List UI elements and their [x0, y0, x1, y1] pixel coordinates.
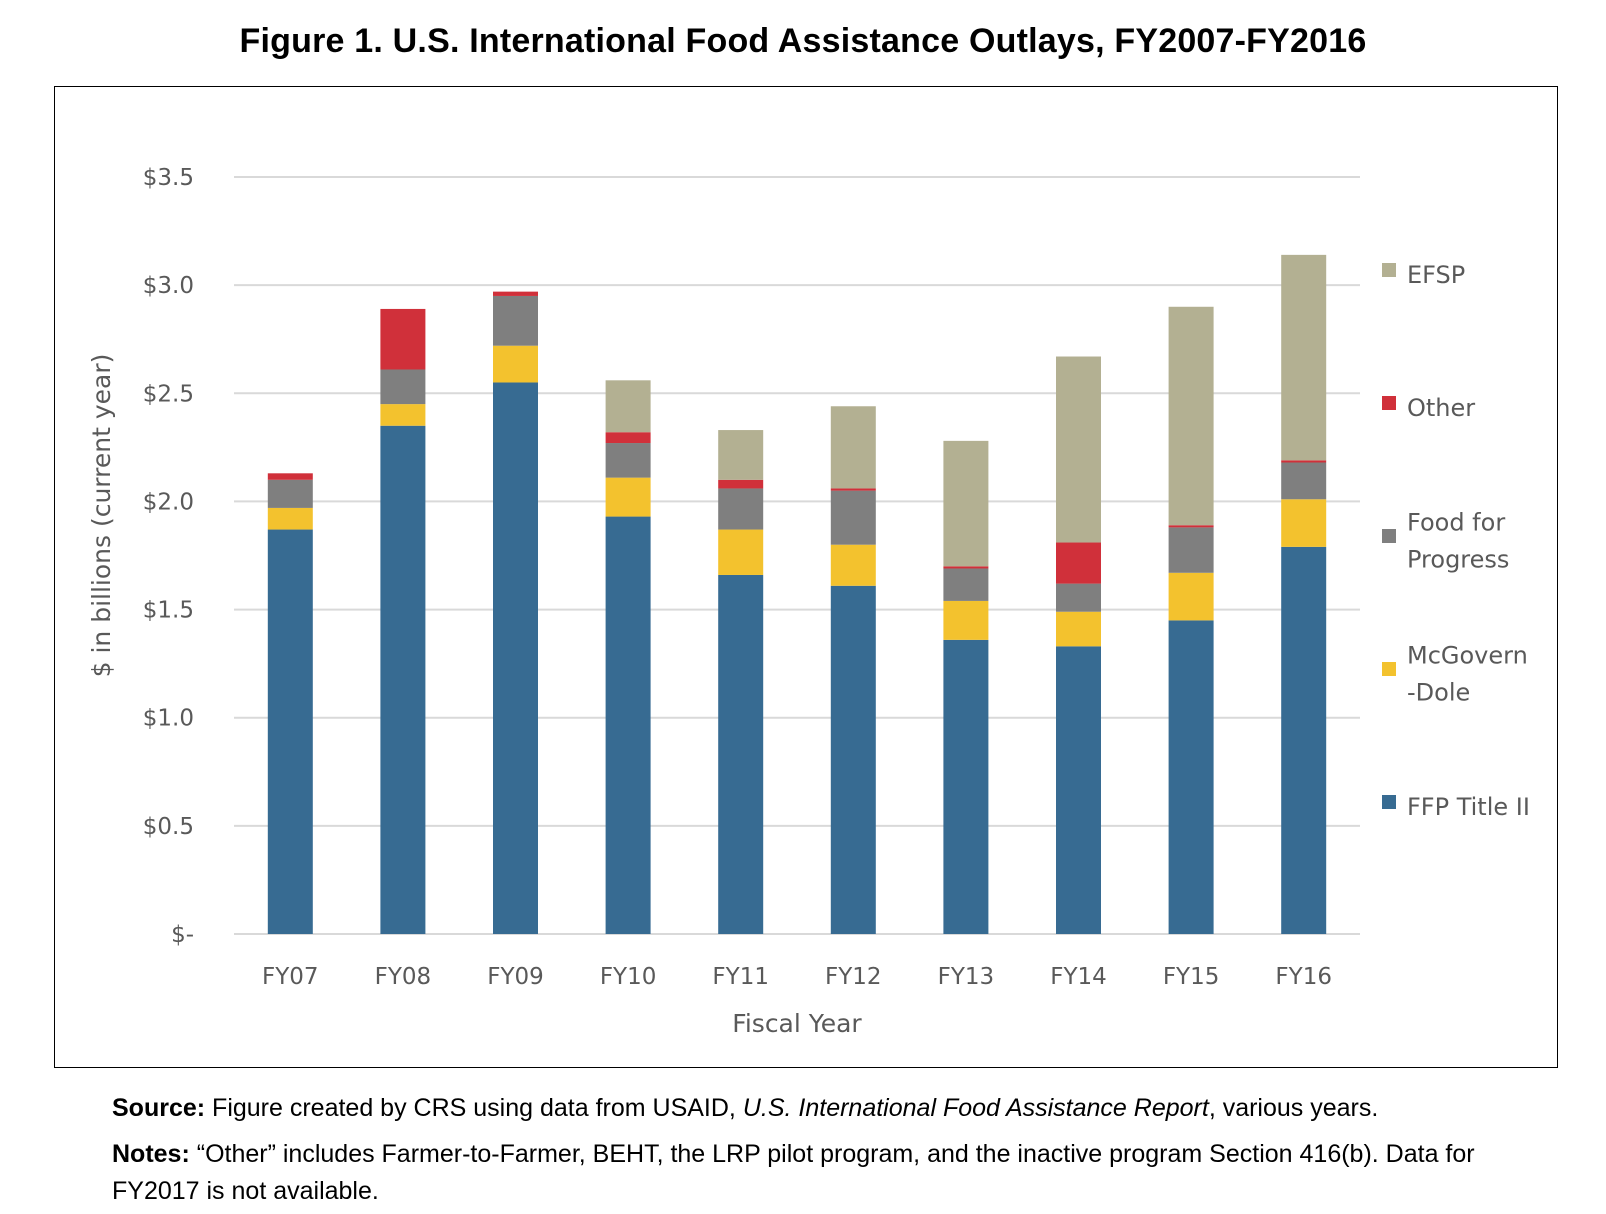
- x-tick-label: FY15: [1163, 964, 1220, 990]
- legend-swatch: [1382, 263, 1396, 277]
- y-tick-label: $2.0: [143, 489, 194, 515]
- bar-segment: [943, 566, 989, 569]
- source-note: Source: Figure created by CRS using data…: [112, 1090, 1532, 1127]
- bar-segment: [1056, 583, 1101, 612]
- x-tick-label: FY14: [1050, 964, 1107, 990]
- bar-segment: [1281, 460, 1327, 463]
- bar-segment: [605, 477, 651, 517]
- legend-label: FFP Title II: [1407, 793, 1530, 821]
- y-tick-label: $2.5: [143, 381, 194, 407]
- y-axis-title: $ in billions (current year): [87, 354, 116, 678]
- legend-swatch: [1382, 795, 1396, 809]
- bar-segment: [1168, 620, 1214, 934]
- bar-segment: [1281, 499, 1327, 547]
- x-axis-title: Fiscal Year: [732, 1009, 862, 1038]
- x-tick-label: FY12: [825, 964, 882, 990]
- source-report-title: U.S. International Food Assistance Repor…: [742, 1094, 1209, 1122]
- bar-segment: [1056, 646, 1101, 934]
- bar-segment: [1281, 546, 1327, 934]
- bar-segment: [493, 382, 538, 934]
- bar-segment: [718, 488, 764, 530]
- notes-text: “Other” includes Farmer-to-Farmer, BEHT,…: [112, 1140, 1475, 1205]
- bar-segment: [1168, 527, 1214, 573]
- bar-segment: [718, 479, 764, 489]
- bar-segment: [605, 516, 651, 934]
- bar-segment: [718, 430, 764, 480]
- y-tick-label: $-: [171, 922, 194, 948]
- y-tick-label: $0.5: [143, 814, 194, 840]
- y-tick-labels: $- $0.5 $1.0 $1.5 $2.0 $2.5 $3.0 $3.5: [143, 165, 194, 948]
- bar-segment: [830, 544, 876, 586]
- legend-swatch: [1382, 396, 1396, 410]
- bar-segment: [605, 443, 651, 478]
- legend-label: Other: [1407, 394, 1475, 422]
- chart-frame: [54, 86, 1558, 1068]
- bar-segment: [380, 369, 426, 405]
- x-tick-label: FY08: [375, 964, 432, 990]
- legend: EFSP Other Food for Progress McGovern -Dole FF…: [1382, 261, 1530, 821]
- bar-segment: [943, 568, 989, 601]
- notes: Notes: “Other” includes Farmer-to-Farmer…: [112, 1136, 1532, 1210]
- legend-label: -Dole: [1407, 679, 1470, 707]
- x-tick-label: FY09: [487, 964, 544, 990]
- x-tick-label: FY10: [600, 964, 657, 990]
- source-label: Source:: [112, 1094, 206, 1122]
- legend-label: EFSP: [1407, 261, 1465, 289]
- bar-segment: [830, 406, 876, 489]
- bar-segment: [1056, 356, 1101, 543]
- legend-label: Food for: [1407, 509, 1505, 537]
- figure-title: Figure 1. U.S. International Food Assist…: [239, 22, 1367, 60]
- bar-segment: [830, 488, 876, 491]
- x-tick-label: FY07: [262, 964, 319, 990]
- bar-segment: [1168, 525, 1214, 528]
- bar-segment: [380, 404, 426, 426]
- bar-segment: [493, 345, 538, 383]
- bar-segment: [718, 574, 764, 934]
- y-tick-label: $1.0: [143, 706, 194, 732]
- legend-swatch: [1382, 662, 1396, 676]
- bar-segment: [1168, 306, 1214, 526]
- x-tick-label: FY11: [712, 964, 769, 990]
- bar-segment: [943, 440, 989, 567]
- x-tick-labels: FY07 FY08 FY09 FY10 FY11 FY12 FY13 FY14 FY15 FY16: [262, 964, 1332, 990]
- bars: [267, 254, 1327, 934]
- bar-segment: [380, 308, 426, 370]
- bar-segment: [493, 295, 538, 346]
- bar-segment: [1168, 572, 1214, 621]
- x-tick-label: FY13: [938, 964, 995, 990]
- bar-segment: [830, 490, 876, 545]
- bar-segment: [943, 600, 989, 640]
- notes-label: Notes:: [112, 1140, 190, 1168]
- y-tick-label: $3.5: [143, 165, 194, 191]
- bar-segment: [830, 585, 876, 934]
- y-tick-label: $3.0: [143, 273, 194, 299]
- bar-segment: [1281, 462, 1327, 500]
- bar-segment: [267, 529, 313, 934]
- stacked-bar-chart: $-$0.5$1.0$1.5$2.0$2.5$3.0$3.5 FY07 FY08 F…: [87, 165, 1530, 1038]
- y-tick-label: $1.5: [143, 598, 194, 624]
- source-text-end: , various years.: [1208, 1094, 1379, 1122]
- legend-swatch: [1382, 529, 1396, 543]
- bar-segment: [493, 291, 538, 296]
- bar-segment: [267, 479, 313, 508]
- bar-segment: [1056, 542, 1101, 584]
- bar-segment: [605, 380, 651, 433]
- bar-segment: [943, 639, 989, 934]
- x-tick-label: FY16: [1275, 964, 1332, 990]
- legend-label: Progress: [1407, 546, 1509, 574]
- legend-label: McGovern: [1407, 642, 1528, 670]
- bar-segment: [267, 473, 313, 480]
- bar-segment: [1281, 254, 1327, 461]
- bar-segment: [605, 432, 651, 444]
- bar-segment: [267, 507, 313, 530]
- bar-segment: [380, 425, 426, 934]
- bar-segment: [1056, 611, 1101, 647]
- bar-segment: [718, 529, 764, 575]
- source-text: Figure created by CRS using data from US…: [212, 1094, 736, 1122]
